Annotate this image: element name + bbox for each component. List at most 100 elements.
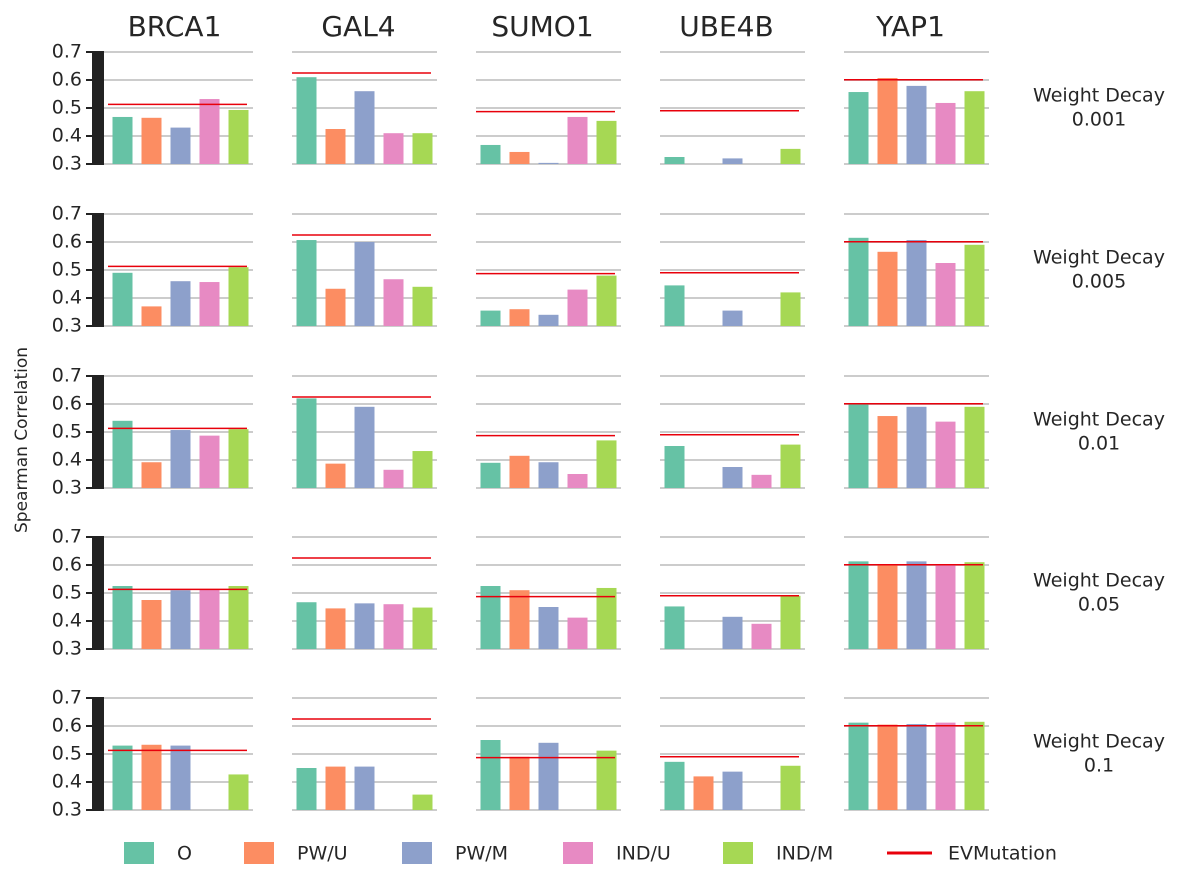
y-tick-label: 0.7 <box>52 203 82 225</box>
bar <box>935 421 956 488</box>
y-tick-label: 0.5 <box>52 97 82 119</box>
bar <box>596 750 617 810</box>
bar <box>693 776 714 810</box>
bar <box>664 606 685 649</box>
bar <box>964 406 985 488</box>
bar <box>877 724 898 810</box>
bar <box>296 240 317 326</box>
bar <box>848 561 869 649</box>
bar <box>170 590 191 649</box>
bar <box>664 285 685 326</box>
legend-label: EVMutation <box>948 843 1057 865</box>
bar <box>877 251 898 326</box>
bar <box>964 562 985 649</box>
row-label: Weight Decay <box>1033 247 1165 269</box>
bar <box>325 766 346 810</box>
bar <box>296 768 317 810</box>
y-tick-label: 0.7 <box>52 526 82 548</box>
legend-swatch <box>244 842 274 864</box>
legend-label: IND/U <box>616 843 671 865</box>
bar <box>567 474 588 488</box>
legend-swatch <box>124 842 154 864</box>
bar <box>199 282 220 326</box>
bar <box>228 109 249 164</box>
bar <box>170 430 191 488</box>
column-title: SUMO1 <box>491 10 593 43</box>
bar <box>480 462 501 488</box>
bar <box>383 604 404 649</box>
bar <box>170 127 191 164</box>
bar <box>325 463 346 488</box>
bar <box>877 565 898 649</box>
row-label: Weight Decay <box>1033 731 1165 753</box>
bar <box>538 742 559 810</box>
y-tick-label: 0.3 <box>52 153 82 175</box>
y-tick-label: 0.5 <box>52 421 82 443</box>
bar <box>780 444 801 488</box>
bar <box>199 589 220 649</box>
bar <box>751 474 772 488</box>
bar <box>848 237 869 326</box>
y-tick-label: 0.3 <box>52 638 82 660</box>
bar <box>722 616 743 649</box>
bar <box>112 745 133 810</box>
bar <box>751 623 772 649</box>
column-title: BRCA1 <box>128 10 222 43</box>
column-title: GAL4 <box>321 10 395 43</box>
bar <box>228 586 249 649</box>
y-tick-label: 0.6 <box>52 554 82 576</box>
bar <box>354 406 375 488</box>
bar <box>877 416 898 488</box>
row-label: 0.005 <box>1072 271 1126 293</box>
legend-label: IND/M <box>776 843 833 865</box>
bar <box>170 745 191 810</box>
bar <box>848 722 869 810</box>
bar <box>906 406 927 488</box>
y-tick-label: 0.7 <box>52 365 82 387</box>
bar <box>509 309 530 326</box>
bar <box>664 446 685 488</box>
bar <box>538 162 559 164</box>
bar <box>906 85 927 164</box>
y-tick-label: 0.5 <box>52 259 82 281</box>
y-tick-label: 0.3 <box>52 799 82 821</box>
bar <box>964 91 985 164</box>
bar <box>228 774 249 810</box>
bar <box>480 586 501 649</box>
y-tick-label: 0.4 <box>52 287 82 309</box>
bar <box>935 565 956 649</box>
bar <box>538 314 559 326</box>
y-tick-label: 0.5 <box>52 582 82 604</box>
bar <box>509 455 530 488</box>
bar <box>112 586 133 649</box>
bar <box>412 133 433 164</box>
bar <box>509 756 530 810</box>
legend-label: PW/M <box>455 843 508 865</box>
bar <box>509 151 530 164</box>
y-tick-label: 0.4 <box>52 610 82 632</box>
y-tick-label: 0.6 <box>52 231 82 253</box>
legend-swatch <box>723 842 753 864</box>
bar <box>325 129 346 164</box>
y-tick-label: 0.6 <box>52 715 82 737</box>
legend-swatch <box>563 842 593 864</box>
bar <box>935 263 956 326</box>
row-label: 0.1 <box>1084 755 1114 777</box>
column-title: YAP1 <box>875 10 945 43</box>
row-label: 0.001 <box>1072 109 1126 131</box>
bar <box>296 602 317 649</box>
bar <box>567 116 588 164</box>
bar <box>964 244 985 326</box>
y-tick-label: 0.4 <box>52 449 82 471</box>
legend-label: O <box>177 843 192 865</box>
bar <box>199 435 220 488</box>
bar <box>354 91 375 164</box>
bar <box>228 429 249 488</box>
bar <box>596 587 617 649</box>
bar <box>664 761 685 810</box>
bar <box>325 608 346 649</box>
row-label: Weight Decay <box>1033 409 1165 431</box>
bar <box>780 765 801 810</box>
bar <box>722 310 743 326</box>
bar <box>412 794 433 810</box>
